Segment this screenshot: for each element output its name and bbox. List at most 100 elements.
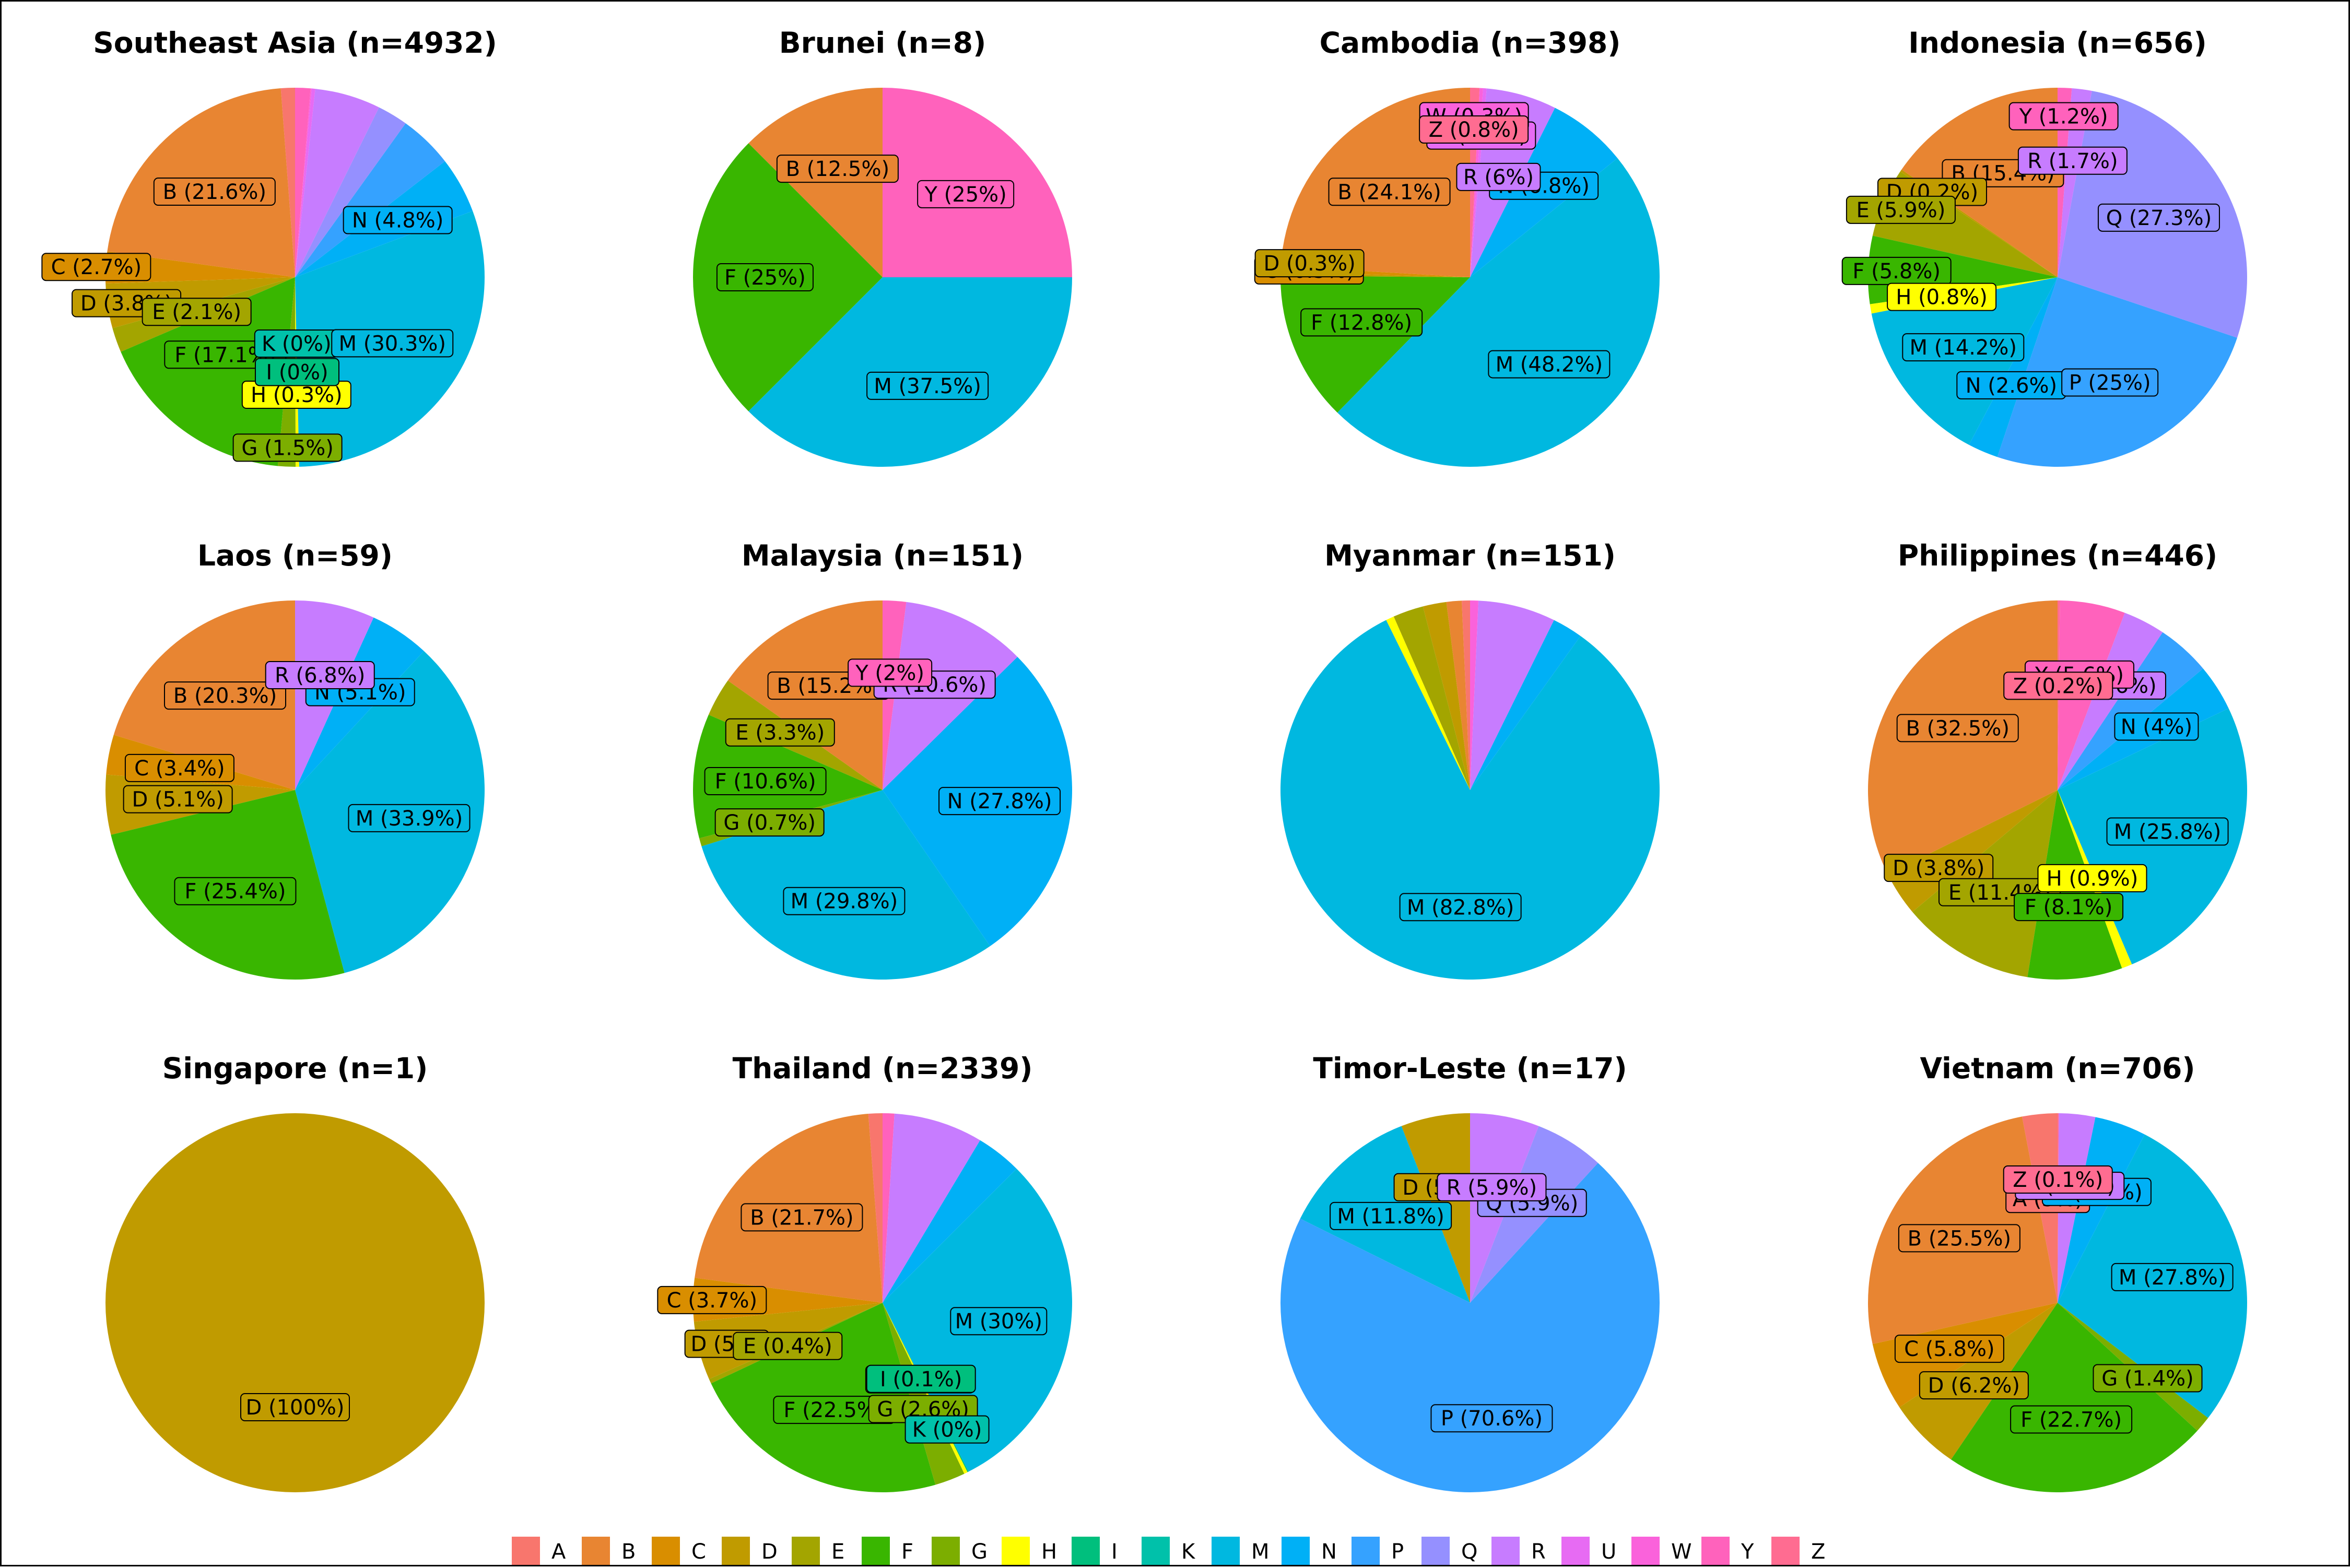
slice-label-indonesia-n: N (2.6%): [1966, 374, 2057, 398]
pie-slice-thailand-n: [883, 1140, 1017, 1303]
slice-label-box-indonesia-q: [2097, 203, 2220, 232]
slice-label-box-malaysia-n: [938, 787, 1061, 816]
slice-label-box-southeast-asia-i: [254, 358, 339, 386]
slice-label-box-indonesia-h: [1887, 282, 1997, 311]
slice-label-laos-f: F (25.4%): [184, 880, 286, 904]
slice-label-box-philippines-h: [2037, 864, 2147, 892]
slice-label-malaysia-y: Y (2%): [855, 661, 924, 685]
pie-slice-myanmar-r: [1470, 600, 1554, 790]
slice-label-box-thailand-b: [741, 1203, 863, 1232]
legend-swatch-i: [1072, 1537, 1100, 1565]
slice-label-malaysia-f: F (10.6%): [715, 770, 816, 794]
slice-label-box-philippines-m: [2106, 817, 2229, 846]
pie-slice-indonesia-n: [1969, 277, 2058, 457]
legend-label-c: C: [691, 1540, 706, 1564]
slice-label-cambodia-m: M (48.2%): [1496, 353, 1603, 377]
slice-label-box-timor-leste-r: [1437, 1173, 1547, 1201]
slice-label-box-indonesia-p: [2061, 368, 2159, 397]
slice-label-vietnam-c: C (5.8%): [1904, 1337, 1994, 1361]
slice-label-box-brunei-y: [917, 180, 1015, 208]
slice-label-southeast-asia-h: H (0.3%): [251, 383, 343, 407]
legend-label-m: M: [1251, 1540, 1270, 1564]
chart-title-laos: Laos (n=59): [197, 539, 393, 572]
pie-slice-southeast-asia-p: [295, 123, 445, 277]
slice-label-vietnam-m: M (27.8%): [2119, 1266, 2226, 1290]
slice-label-box-philippines-f: [2014, 893, 2124, 922]
slice-label-southeast-asia-m: M (30.3%): [339, 332, 446, 356]
slice-label-southeast-asia-i: I (0%): [266, 360, 328, 384]
slice-label-box-vietnam-z: [2003, 1165, 2113, 1194]
legend-swatch-h: [1002, 1537, 1030, 1565]
slice-label-box-malaysia-m: [783, 887, 906, 915]
slice-label-box-philippines-n: [2114, 712, 2199, 741]
chart-title-philippines: Philippines (n=446): [1898, 539, 2217, 572]
slice-label-box-thailand-k: [904, 1415, 990, 1444]
legend-swatch-g: [932, 1537, 960, 1565]
chart-title-malaysia: Malaysia (n=151): [742, 539, 1024, 572]
slice-label-box-laos-c: [124, 753, 234, 782]
chart-title-timor-leste: Timor-Leste (n=17): [1313, 1052, 1627, 1085]
pie-slice-myanmar-m: [1280, 620, 1660, 980]
slice-label-box-laos-d: [123, 785, 233, 814]
legend-swatch-c: [652, 1537, 680, 1565]
slice-label-box-malaysia-y: [848, 658, 933, 687]
slice-label-box-vietnam-g: [2093, 1364, 2203, 1393]
slice-label-box-myanmar-m: [1399, 893, 1522, 922]
pie-slice-indonesia-r: [2058, 88, 2092, 277]
slice-label-cambodia-r: R (6%): [1463, 166, 1534, 190]
slice-label-box-brunei-m: [866, 371, 989, 400]
legend-swatch-m: [1212, 1537, 1240, 1565]
slice-label-malaysia-n: N (27.8%): [947, 789, 1052, 814]
slice-label-philippines-b: B (32.5%): [1906, 716, 2009, 740]
legend-swatch-e: [792, 1537, 820, 1565]
chart-title-indonesia: Indonesia (n=656): [1908, 26, 2206, 60]
slice-label-laos-c: C (3.4%): [134, 757, 225, 781]
legend-label-w: W: [1671, 1540, 1692, 1564]
slice-label-box-vietnam-d: [1919, 1371, 2029, 1400]
legend-label-n: N: [1321, 1540, 1337, 1564]
slice-label-box-vietnam-f: [2010, 1405, 2133, 1434]
slice-label-myanmar-m: M (82.8%): [1407, 895, 1514, 919]
slice-label-box-malaysia-g: [714, 808, 825, 837]
slice-label-indonesia-m: M (14.2%): [1910, 336, 2017, 360]
slice-label-box-laos-r: [265, 661, 375, 690]
slice-label-indonesia-f: F (5.8%): [1852, 260, 1941, 284]
slice-label-cambodia-z: Z (0.8%): [1429, 118, 1519, 142]
slice-label-philippines-f: F (8.1%): [2025, 895, 2113, 919]
chart-title-singapore: Singapore (n=1): [162, 1052, 428, 1085]
slice-label-box-philippines-z: [2003, 671, 2113, 700]
slice-label-box-malaysia-e: [725, 718, 835, 747]
pie-slice-myanmar-h: [1386, 616, 1470, 790]
slice-label-timor-leste-p: P (70.6%): [1441, 1407, 1543, 1431]
slice-label-box-timor-leste-p: [1430, 1404, 1553, 1433]
pie-slice-myanmar-n: [1470, 620, 1581, 790]
legend-swatch-y: [1701, 1537, 1730, 1565]
legend-label-a: A: [551, 1540, 566, 1564]
slice-label-vietnam-g: G (1.4%): [2101, 1367, 2194, 1391]
pie-slice-cambodia-m: [1337, 158, 1660, 467]
slice-label-box-vietnam-b: [1898, 1224, 2020, 1253]
pie-slice-southeast-asia-f: [121, 277, 295, 466]
legend-swatch-q: [1421, 1537, 1450, 1565]
slice-label-box-singapore-d: [240, 1393, 350, 1421]
legend-swatch-z: [1771, 1537, 1800, 1565]
slice-label-box-malaysia-f: [704, 767, 827, 796]
slice-label-laos-r: R (6.8%): [275, 664, 365, 688]
slice-label-southeast-asia-b: B (21.6%): [163, 180, 266, 204]
legend-label-p: P: [1391, 1540, 1404, 1564]
pie-slice-myanmar-w: [1470, 600, 1478, 790]
pie-slice-myanmar-e: [1393, 606, 1470, 790]
slice-label-thailand-e: E (0.4%): [743, 1335, 832, 1359]
slice-label-box-cambodia-r: [1456, 162, 1541, 191]
pie-slice-malaysia-m: [701, 790, 990, 980]
pie-slice-thailand-y: [883, 1113, 895, 1303]
slice-label-brunei-f: F (25%): [724, 266, 806, 290]
legend-label-u: U: [1601, 1540, 1616, 1564]
slice-label-indonesia-q: Q (27.3%): [2106, 206, 2212, 230]
slice-label-brunei-y: Y (25%): [924, 183, 1007, 207]
pie-slice-thailand-a: [868, 1113, 883, 1303]
slice-label-box-indonesia-r: [2017, 146, 2128, 175]
slice-label-vietnam-b: B (25.5%): [1908, 1227, 2011, 1251]
slice-label-box-southeast-asia-c: [41, 253, 151, 281]
pie-slice-myanmar-a: [1462, 600, 1470, 790]
